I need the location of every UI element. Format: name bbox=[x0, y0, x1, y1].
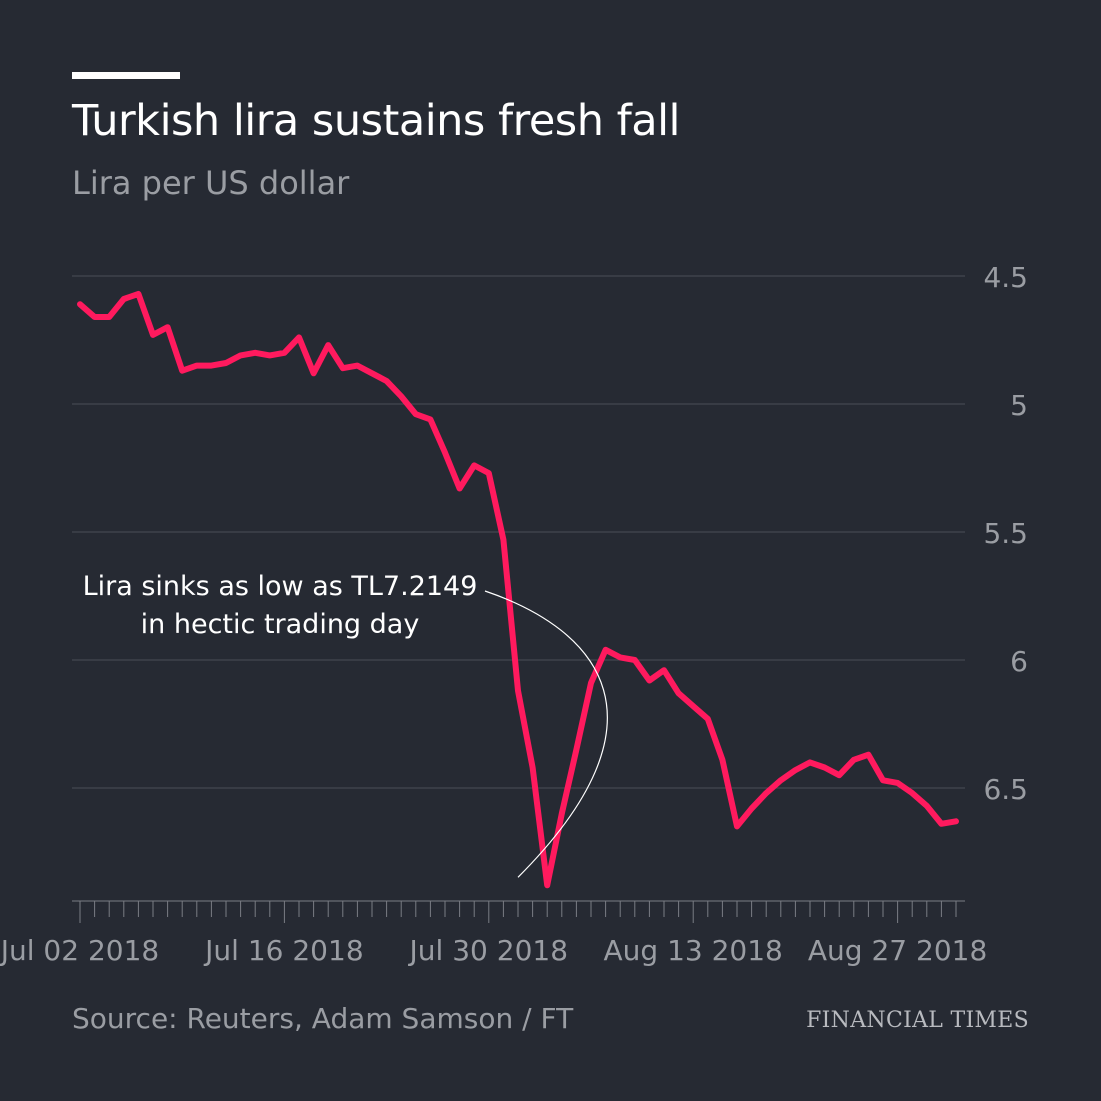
title-accent-bar bbox=[72, 72, 180, 79]
x-tick-label: Aug 27 2018 bbox=[808, 934, 987, 967]
source-note: Source: Reuters, Adam Samson / FT bbox=[72, 1002, 574, 1035]
y-tick-label: 6.5 bbox=[983, 773, 1028, 806]
annotation-text: in hectic trading day bbox=[141, 609, 420, 640]
x-tick-label: Jul 02 2018 bbox=[0, 934, 159, 967]
annotation-text: Lira sinks as low as TL7.2149 bbox=[83, 571, 478, 602]
x-tick-label: Jul 16 2018 bbox=[203, 934, 363, 967]
chart-subtitle: Lira per US dollar bbox=[72, 164, 350, 202]
y-tick-label: 5.5 bbox=[983, 517, 1028, 550]
chart-title: Turkish lira sustains fresh fall bbox=[72, 96, 681, 146]
x-tick-label: Aug 13 2018 bbox=[604, 934, 783, 967]
y-tick-label: 6 bbox=[1010, 645, 1028, 678]
y-tick-label: 5 bbox=[1010, 389, 1028, 422]
publisher-logo: FINANCIAL TIMES bbox=[806, 1008, 1029, 1033]
x-tick-label: Jul 30 2018 bbox=[408, 934, 568, 967]
y-tick-label: 4.5 bbox=[983, 261, 1028, 294]
annotation-connector bbox=[484, 590, 608, 878]
